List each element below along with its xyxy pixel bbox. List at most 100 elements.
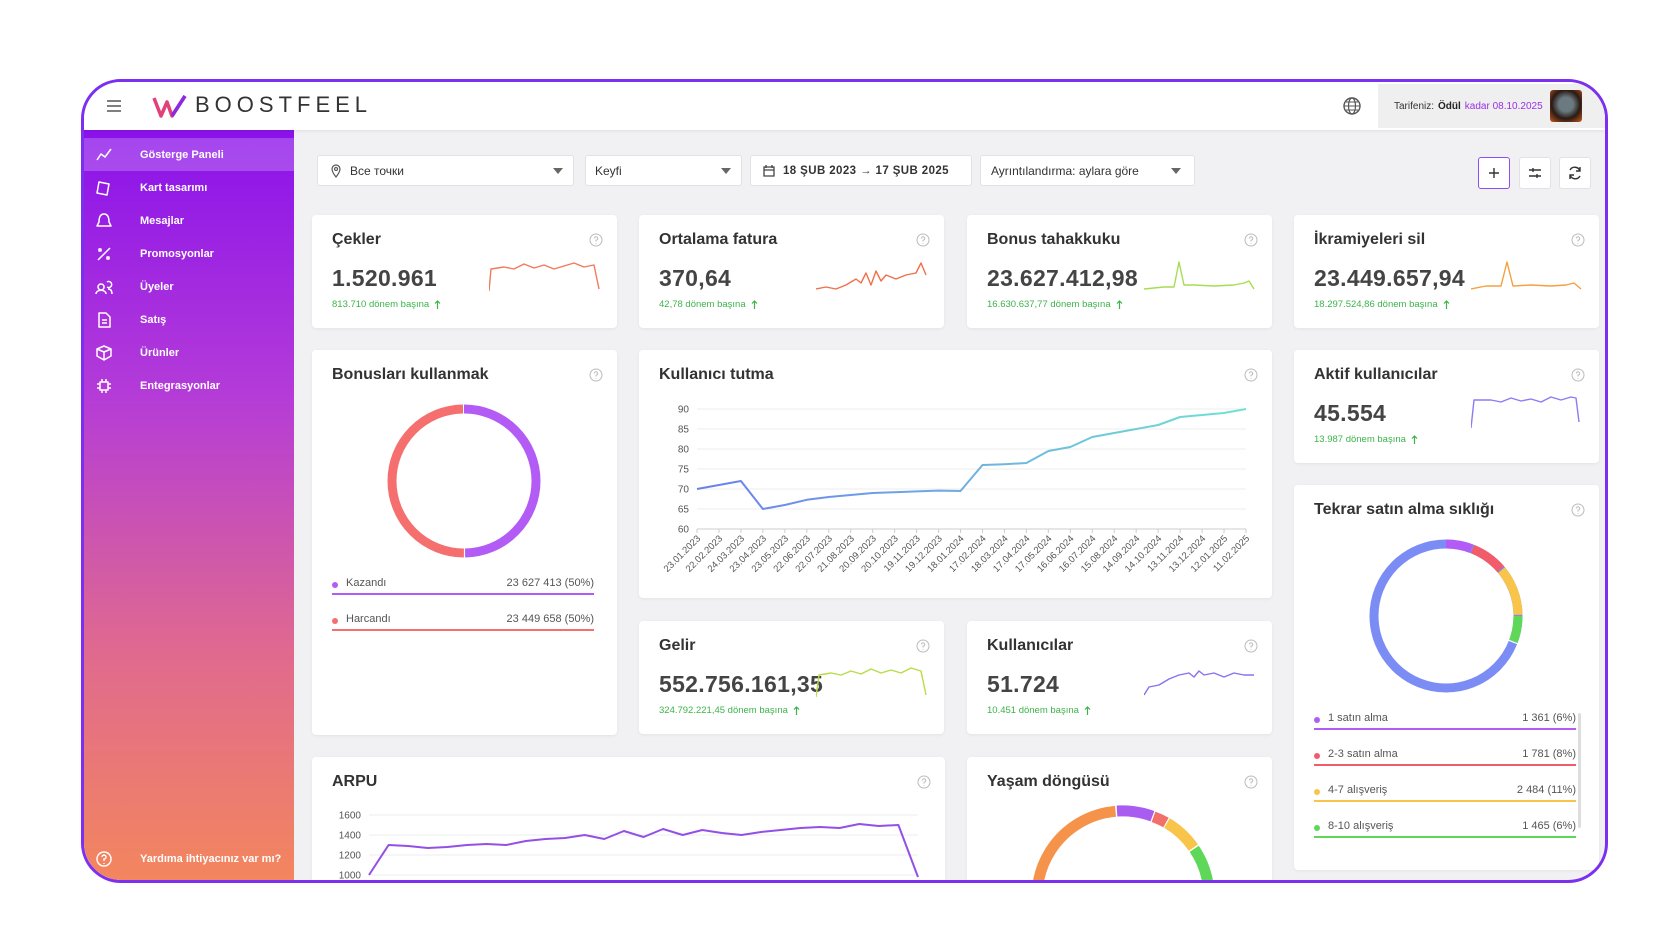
- up-arrow: [793, 706, 800, 715]
- legend-name: 4-7 alışveriş: [1328, 784, 1388, 796]
- ring-segment: [1151, 811, 1169, 828]
- sidebar-item[interactable]: Mesajlar: [84, 204, 294, 237]
- line-series: [368, 823, 919, 878]
- legend-dot: [1314, 717, 1320, 723]
- legend-item: Kazandı 23 627 413 (50%): [332, 577, 594, 601]
- plan-box: Tarifeniz: Ödül kadar 08.10.2025: [1378, 84, 1605, 128]
- icon-shape: [1248, 778, 1254, 786]
- line-chart: 1000 1200 1400 1600: [339, 811, 919, 882]
- arrow-shape: [434, 300, 441, 309]
- refresh-button[interactable]: [1559, 157, 1591, 189]
- language-button[interactable]: [1342, 96, 1362, 116]
- pin-shape: [331, 163, 341, 178]
- icon-shape: [920, 642, 926, 650]
- sidebar-label: Entegrasyonlar: [140, 379, 221, 392]
- kpi-subtitle: 10.451 dönem başına: [987, 705, 1091, 716]
- legend-underline: [332, 629, 594, 631]
- card-title: Yaşam döngüsü: [987, 773, 1110, 790]
- arrow-shape: [1084, 706, 1091, 715]
- icon-shape: [1575, 506, 1581, 514]
- card-title: İkramiyeleri sil: [1314, 231, 1426, 248]
- card-title: Bonusları kullanmak: [332, 366, 489, 383]
- legend-underline: [1314, 764, 1576, 766]
- donut-chart: [1369, 539, 1523, 693]
- help-icon: [1244, 639, 1258, 653]
- sidebar-item[interactable]: Üyeler: [84, 270, 294, 303]
- help-icon: [1571, 233, 1585, 247]
- sidebar-item[interactable]: Gösterge Paneli: [84, 138, 294, 171]
- arrow-shape: [751, 300, 758, 309]
- period-filter[interactable]: Keyfi: [585, 155, 742, 186]
- legend-item: 1 satın alma 1 361 (6%): [1314, 712, 1576, 736]
- icon-shape: [921, 778, 927, 786]
- icon-shape: [1529, 168, 1541, 178]
- button-icon: [1529, 168, 1541, 178]
- location-filter[interactable]: Все точки: [317, 155, 574, 186]
- legend-name: Harcandı: [346, 613, 391, 625]
- help-icon: [916, 639, 930, 653]
- card: Bonus tahakkuku 23.627.412,98 16.630.637,7…: [967, 215, 1272, 328]
- up-arrow: [1411, 435, 1418, 444]
- sparkline: [1471, 261, 1582, 290]
- help-link[interactable]: Yardıma ihtiyacınız var mı?: [84, 842, 294, 875]
- card: Bonusları kullanmak Kazandı 23 627 413 (50…: [312, 350, 617, 735]
- plan-name: Ödül: [1438, 100, 1461, 112]
- card: Kullanıcı tutma 60 65 70 75 80 85 90 23.01.2023 2…: [639, 350, 1272, 598]
- y-tick-label: 65: [678, 505, 690, 516]
- sidebar-label: Üyeler: [140, 280, 174, 293]
- sidebar-item[interactable]: Promosyonlar: [84, 237, 294, 270]
- sidebar-icon: [96, 213, 112, 227]
- card: Çekler 1.520.961 813.710 dönem başına: [312, 215, 617, 328]
- sidebar-item[interactable]: Satış: [84, 303, 294, 336]
- sparkline: [1471, 396, 1580, 429]
- sparkline: [489, 262, 600, 292]
- help-icon: [1244, 775, 1258, 789]
- menu-button[interactable]: [104, 96, 124, 116]
- sidebar-icon: [95, 280, 113, 295]
- add-button[interactable]: [1478, 157, 1510, 189]
- avatar[interactable]: [1550, 90, 1582, 122]
- icon-shape: [1575, 236, 1581, 244]
- legend-item: 2-3 satın alma 1 781 (8%): [1314, 748, 1576, 772]
- legend-dot: [332, 618, 338, 624]
- icon-shape: [96, 213, 112, 227]
- card-title: ARPU: [332, 773, 378, 790]
- card: Gelir 552.756.161,35 324.792.221,45 dönem …: [639, 621, 944, 734]
- card-title: Çekler: [332, 231, 381, 248]
- up-arrow: [751, 300, 758, 309]
- kpi-value: 552.756.161,35: [659, 671, 824, 697]
- sparkline-path: [816, 667, 927, 698]
- caret-shape: [1171, 168, 1181, 174]
- calendar-shape: [763, 164, 775, 177]
- help-icon: [96, 851, 112, 867]
- kpi-subtitle: 324.792.221,45 dönem başına: [659, 705, 800, 716]
- kpi-value: 23.449.657,94: [1314, 265, 1465, 291]
- legend-underline: [1314, 800, 1576, 802]
- icon-shape: [1575, 371, 1581, 379]
- icon-shape: [95, 280, 113, 295]
- y-tick-label: 85: [678, 425, 690, 436]
- logo-text: BOOSTFEEL: [195, 92, 373, 117]
- y-tick-label: 1000: [339, 871, 362, 882]
- sidebar-item[interactable]: Entegrasyonlar: [84, 369, 294, 402]
- plan-until: kadar 08.10.2025: [1464, 100, 1543, 112]
- kpi-value: 1.520.961: [332, 265, 438, 291]
- kpi-subtitle: 13.987 dönem başına: [1314, 434, 1418, 445]
- icon-shape: [97, 247, 111, 261]
- sidebar-label: Satış: [140, 313, 167, 326]
- sidebar-item[interactable]: Ürünler: [84, 336, 294, 369]
- sidebar-icon: [96, 181, 110, 196]
- legend-underline: [1314, 728, 1576, 730]
- legend-dot: [1314, 753, 1320, 759]
- icon-shape: [1571, 368, 1585, 382]
- sidebar-item[interactable]: Kart tasarımı: [84, 171, 294, 204]
- date-filter[interactable]: 18 ŞUB 2023 → 17 ŞUB 2025: [750, 155, 972, 186]
- detail-filter[interactable]: Ayrıntılandırma: aylara göre: [980, 155, 1195, 186]
- legend-underline: [1314, 836, 1576, 838]
- legend-dot: [332, 582, 338, 588]
- settings-button[interactable]: [1519, 157, 1551, 189]
- ring-segment: [1189, 845, 1213, 880]
- icon-shape: [916, 639, 930, 653]
- card-title: Aktif kullanıcılar: [1314, 366, 1438, 383]
